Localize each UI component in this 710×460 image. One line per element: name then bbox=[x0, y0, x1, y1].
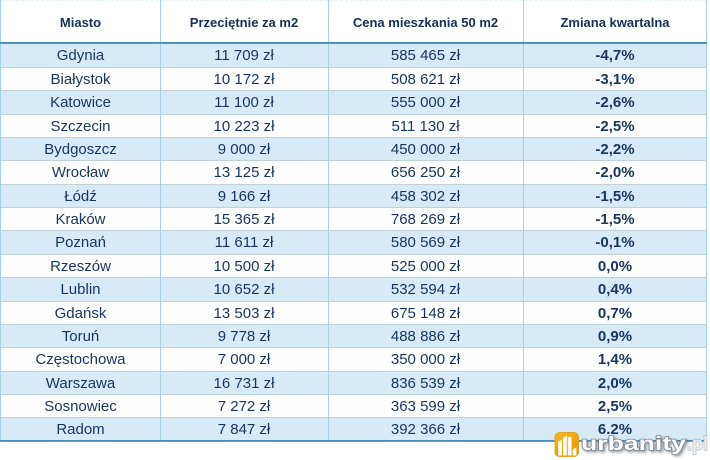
svg-text:.pl: .pl bbox=[687, 433, 708, 455]
svg-text:urbanity: urbanity bbox=[581, 433, 686, 455]
